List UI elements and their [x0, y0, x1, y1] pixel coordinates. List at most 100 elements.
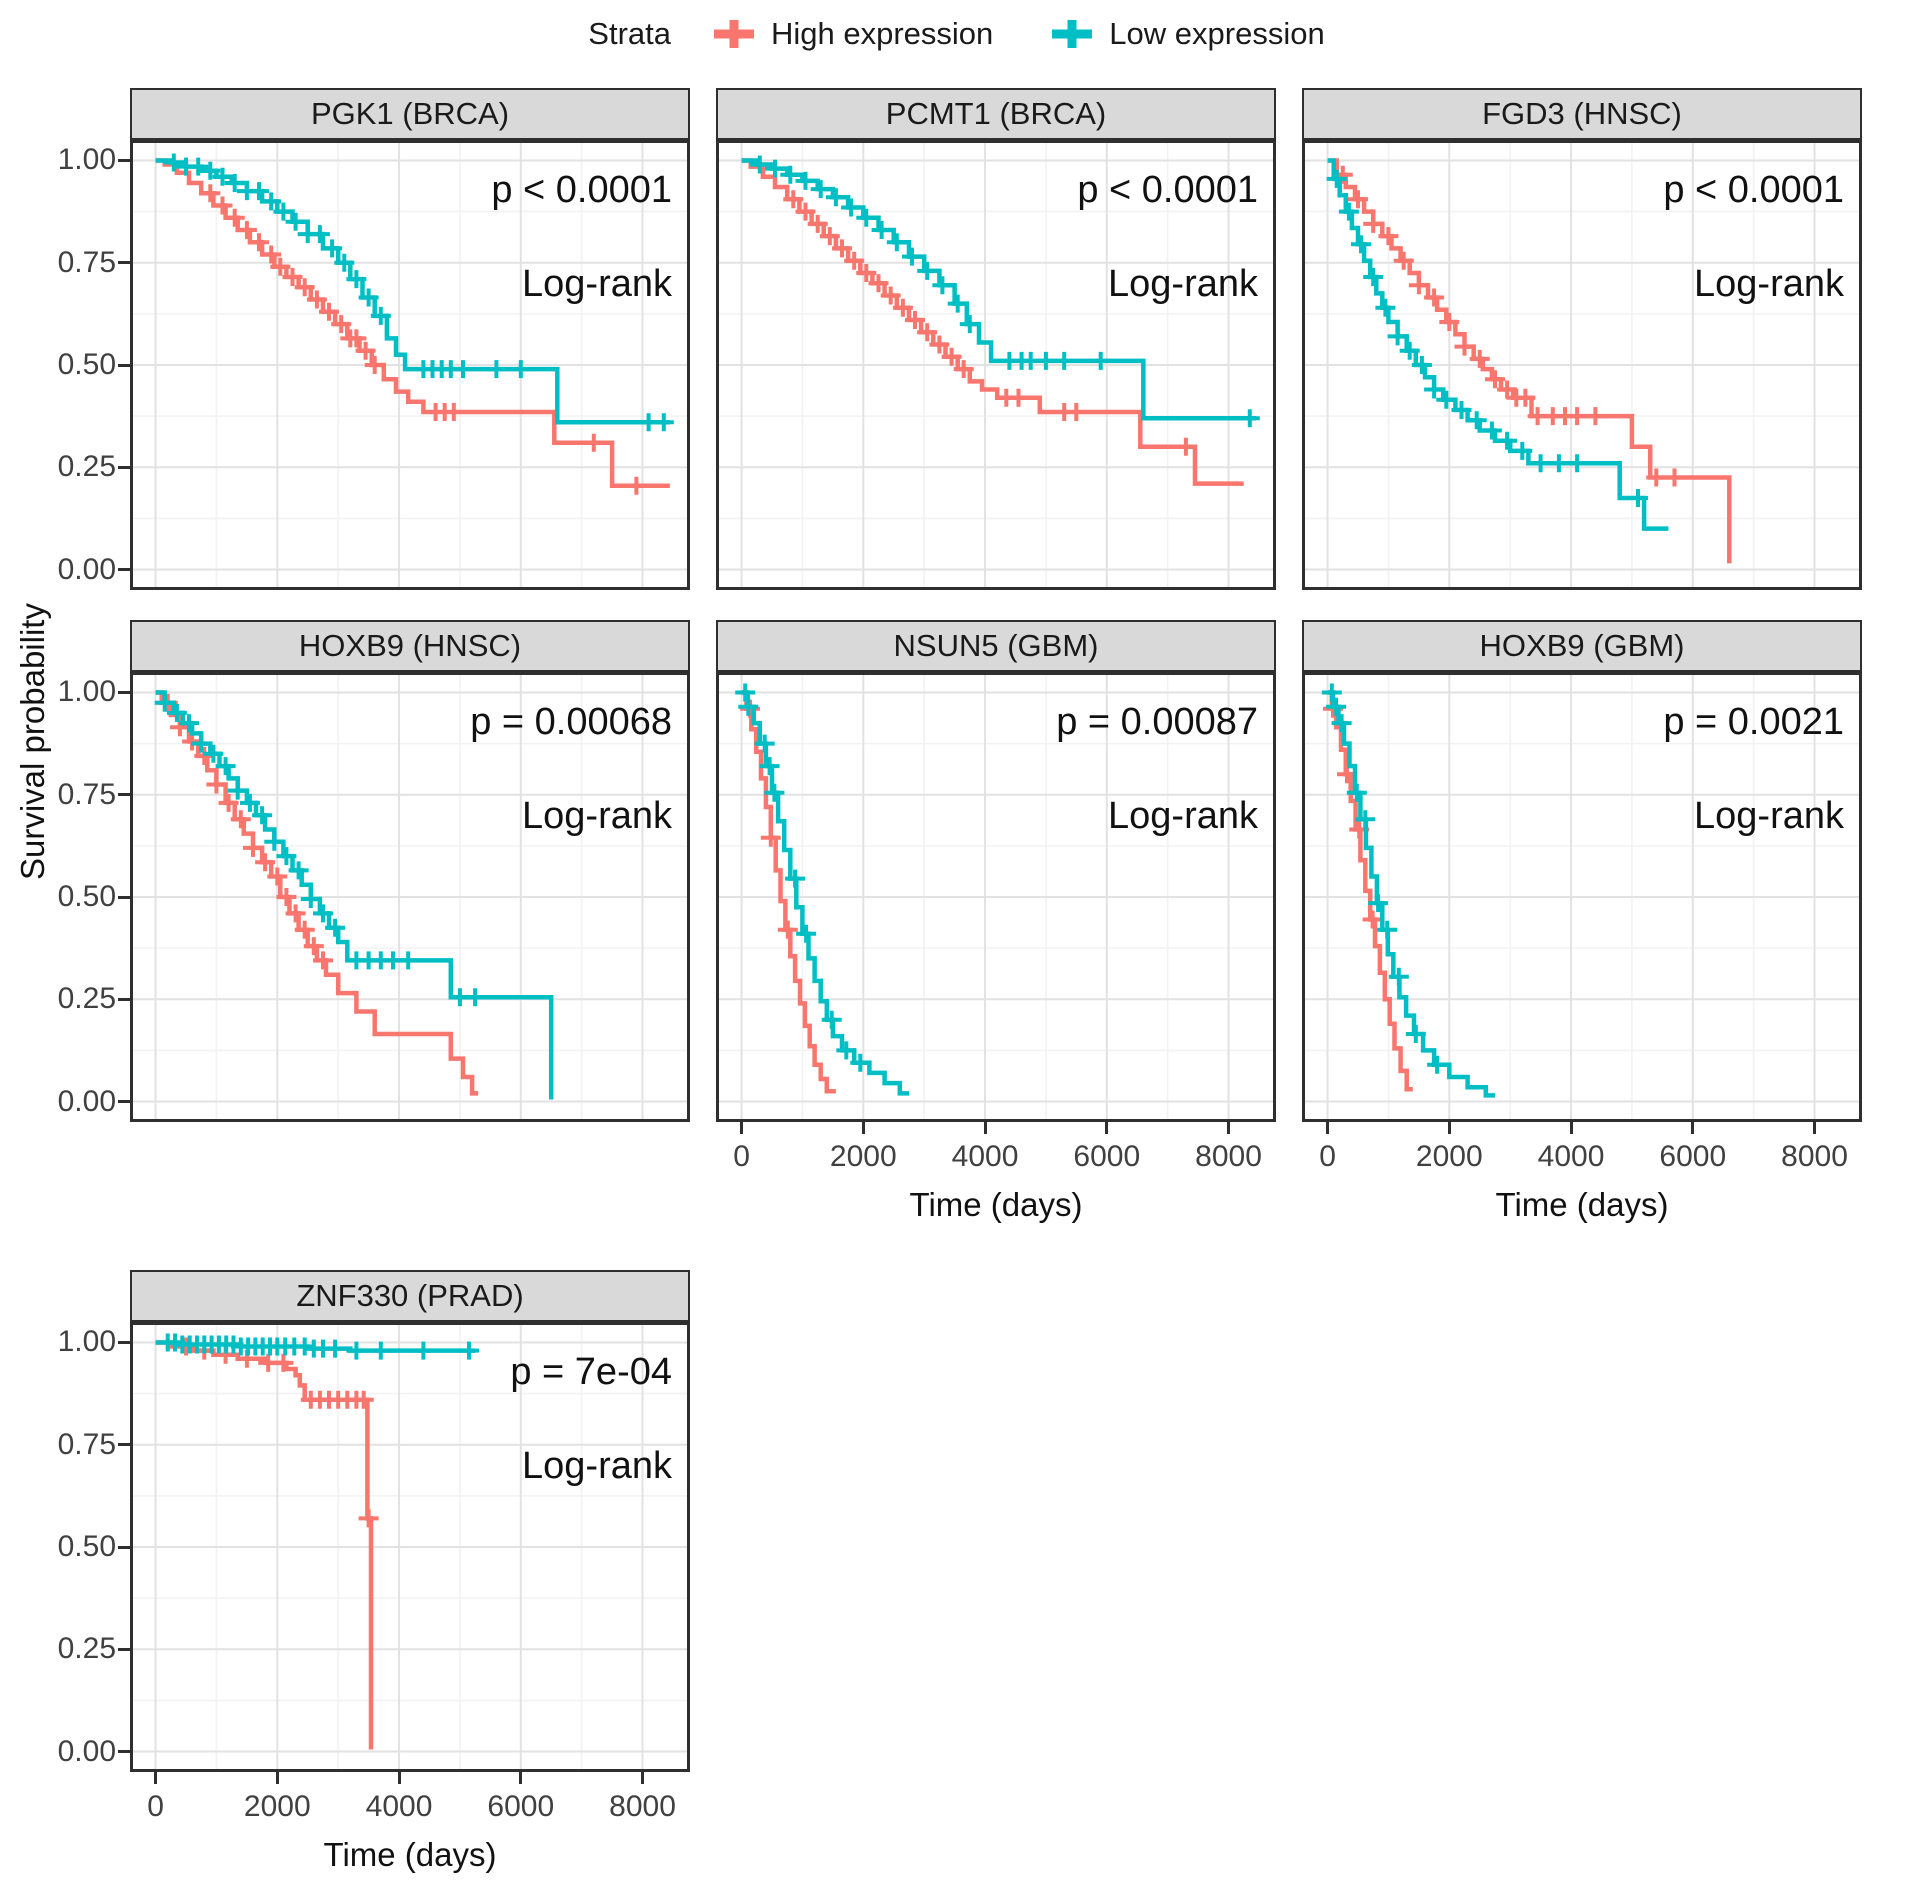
y-tick-label: 0.50 — [57, 348, 116, 381]
y-tick-label: 1.00 — [57, 1325, 116, 1359]
legend-key-plus-icon — [1052, 20, 1093, 48]
facet-strip-label: PCMT1 (BRCA) — [885, 96, 1107, 131]
x-tick-label: 0 — [733, 1140, 750, 1173]
censor-marks-low-expression — [735, 683, 871, 1072]
x-tick-mark — [983, 1122, 987, 1134]
y-tick-label: 0.75 — [57, 1427, 116, 1461]
censor-marks-high-expression — [783, 190, 1196, 456]
facet-strip-label: NSUN5 (GBM) — [893, 628, 1099, 663]
km-plot-svg: p = 0.00087 Log-rank — [716, 672, 1276, 1122]
x-tick-mark — [519, 1772, 523, 1784]
y-tick-mark — [118, 363, 130, 367]
x-tick-label: 0 — [1319, 1140, 1336, 1173]
y-tick-mark — [118, 1340, 130, 1344]
y-tick-label: 1.00 — [57, 143, 116, 177]
km-plot-area: p = 0.0021 Log-rank — [1302, 672, 1862, 1122]
y-tick-label: 0.75 — [57, 245, 116, 279]
x-tick-label: 2000 — [829, 1140, 897, 1173]
y-tick-mark — [118, 895, 130, 899]
km-plot-area: p < 0.0001 Log-rank — [1302, 140, 1862, 590]
km-plot-svg: p < 0.0001 Log-rank — [1302, 140, 1862, 590]
p-value-annotation: p = 0.00068 — [470, 701, 672, 743]
x-tick-mark — [861, 1122, 865, 1134]
x-tick-mark — [1447, 1122, 1451, 1134]
p-value-annotation: p < 0.0001 — [491, 169, 672, 211]
km-plot-svg: p < 0.0001 Log-rank — [130, 140, 690, 590]
y-tick-label: 0.50 — [57, 880, 116, 913]
y-tick-mark — [118, 793, 130, 797]
panel-border — [130, 140, 690, 590]
panel-nsun5-gbm: NSUN5 (GBM) p = 0.00087 Log-rank 0 2000 4000 6… — [716, 620, 1276, 1240]
x-tick-mark — [397, 1772, 401, 1784]
y-tick-mark — [118, 1750, 130, 1754]
x-tick-label: 0 — [147, 1790, 164, 1823]
x-axis-title: Time (days) — [1495, 1186, 1669, 1223]
test-method-annotation: Log-rank — [1694, 795, 1845, 837]
facet-strip: PGK1 (BRCA) — [130, 88, 690, 140]
facet-grid: PGK1 (BRCA) p < 0.0001 Log-rank 1.00 0.75 0.5… — [58, 88, 1913, 1890]
x-tick-label: 6000 — [1659, 1140, 1727, 1173]
y-tick-label: 0.00 — [57, 552, 116, 586]
y-tick-label: 0.75 — [57, 777, 116, 811]
legend-title: Strata — [588, 16, 671, 51]
legend-item-low-expression: Low expression — [1049, 16, 1325, 52]
legend-item-label: Low expression — [1109, 16, 1325, 51]
x-axis: 0 2000 4000 6000 8000 Time (days) — [130, 1772, 690, 1890]
x-tick-mark — [1326, 1122, 1330, 1134]
km-plot-area: p = 0.00068 Log-rank 1.00 0.75 0.50 0.25 0.00 — [58, 672, 690, 1122]
y-tick-mark — [118, 465, 130, 469]
y-tick-mark — [118, 158, 130, 162]
legend-key-plus-icon — [714, 20, 754, 48]
legend-items: High expression Low expression — [711, 16, 1325, 52]
x-axis-title: Time (days) — [909, 1186, 1083, 1223]
x-tick-label: 8000 — [1195, 1140, 1262, 1173]
test-method-annotation: Log-rank — [522, 795, 673, 837]
test-method-annotation: Log-rank — [522, 263, 673, 305]
facet-strip-label: HOXB9 (GBM) — [1479, 628, 1685, 663]
facet-strip-label: ZNF330 (PRAD) — [296, 1278, 524, 1313]
y-tick-label: 0.25 — [57, 1632, 116, 1666]
x-tick-label: 4000 — [365, 1790, 433, 1823]
panel-border — [1302, 140, 1862, 590]
censor-marks-high-expression — [1323, 699, 1383, 929]
x-tick-mark — [1105, 1122, 1109, 1134]
km-plot-area: p < 0.0001 Log-rank — [716, 140, 1276, 590]
facet-strip: ZNF330 (PRAD) — [130, 1270, 690, 1322]
panel-pcmt1-brca: PCMT1 (BRCA) p < 0.0001 Log-rank — [716, 88, 1276, 590]
x-tick-label: 2000 — [1415, 1140, 1483, 1173]
test-method-annotation: Log-rank — [1694, 263, 1845, 305]
y-tick-mark — [118, 1545, 130, 1549]
x-tick-mark — [641, 1772, 645, 1784]
y-tick-label: 1.00 — [57, 675, 116, 709]
panel-hoxb9-gbm: HOXB9 (GBM) p = 0.0021 Log-rank 0 2000 4000 60… — [1302, 620, 1862, 1240]
panel-znf330-prad: ZNF330 (PRAD) p = 7e-04 Log-rank 1.00 0.75 0.… — [58, 1270, 690, 1890]
facet-strip: PCMT1 (BRCA) — [716, 88, 1276, 140]
legend: Strata High expression Low expression — [0, 0, 1913, 58]
panel-border — [716, 672, 1276, 1122]
x-tick-mark — [1813, 1122, 1817, 1134]
legend-item-label: High expression — [771, 16, 994, 51]
y-tick-label: 0.25 — [57, 450, 116, 484]
km-curve-low-expression — [1327, 158, 1669, 531]
test-method-annotation: Log-rank — [1108, 263, 1259, 305]
x-tick-mark — [1227, 1122, 1231, 1134]
x-tick-mark — [275, 1772, 279, 1784]
km-plot-svg: p < 0.0001 Log-rank — [716, 140, 1276, 590]
km-plot-area: p = 0.00087 Log-rank — [716, 672, 1276, 1122]
y-tick-mark — [118, 1443, 130, 1447]
km-plot-svg: p = 0.0021 Log-rank — [1302, 672, 1862, 1122]
facet-strip: NSUN5 (GBM) — [716, 620, 1276, 672]
x-tick-label: 4000 — [1537, 1140, 1605, 1173]
censor-marks-low-expression — [1321, 683, 1448, 1074]
x-axis-title: Time (days) — [323, 1836, 497, 1873]
x-tick-mark — [740, 1122, 744, 1134]
censor-marks-high-expression — [200, 184, 647, 495]
legend-item-high-expression: High expression — [711, 16, 993, 52]
panel-border — [130, 1322, 690, 1772]
y-tick-mark — [118, 1100, 130, 1104]
p-value-annotation: p = 0.0021 — [1663, 701, 1844, 743]
km-plot-svg: p = 0.00068 Log-rank — [130, 672, 690, 1122]
censor-marks-high-expression — [1332, 165, 1685, 487]
y-tick-label: 0.00 — [57, 1084, 116, 1118]
y-tick-label: 0.50 — [57, 1530, 116, 1563]
